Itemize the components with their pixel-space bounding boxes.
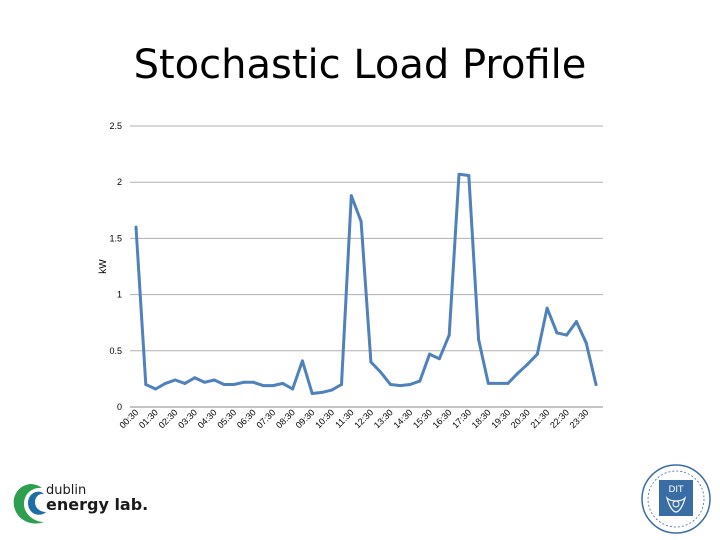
- data-point: [154, 387, 158, 391]
- series-line: [134, 172, 598, 395]
- data-point: [545, 306, 549, 310]
- x-tick-label: 15:30: [411, 407, 434, 430]
- x-tick-label: 02:30: [157, 407, 180, 430]
- x-tick-label: 23:30: [568, 407, 591, 430]
- data-point: [222, 383, 226, 387]
- x-tick-label: 04:30: [196, 407, 219, 430]
- series-points: [134, 172, 598, 396]
- data-point: [291, 387, 295, 391]
- data-point: [340, 383, 344, 387]
- data-point: [349, 194, 353, 198]
- x-tick-label: 06:30: [235, 407, 258, 430]
- data-point: [574, 320, 578, 324]
- data-point: [203, 380, 207, 384]
- x-tick-label: 20:30: [509, 407, 532, 430]
- data-point: [369, 360, 373, 364]
- data-point: [408, 383, 412, 387]
- y-tick-label: 2.5: [109, 121, 122, 131]
- x-tick-label: 17:30: [450, 407, 473, 430]
- x-tick-label: 18:30: [470, 407, 493, 430]
- x-tick-label: 08:30: [274, 407, 297, 430]
- logo-line-2: energy lab.: [46, 495, 149, 514]
- y-tick-label: 2: [117, 177, 122, 187]
- chart-gridlines: [130, 125, 603, 408]
- x-tick-label: 09:30: [294, 407, 317, 430]
- data-point: [525, 362, 529, 366]
- x-tick-label: 12:30: [352, 407, 375, 430]
- x-tick-label: 10:30: [313, 407, 336, 430]
- data-point: [516, 371, 520, 375]
- x-tick-label: 01:30: [137, 407, 160, 430]
- data-point: [330, 388, 334, 392]
- dit-seal-logo: DIT: [641, 464, 711, 534]
- data-point: [212, 378, 216, 382]
- x-tick-labels: 00:3001:3002:3003:3004:3005:3006:3007:30…: [117, 407, 590, 430]
- data-point: [496, 381, 500, 385]
- data-point: [232, 383, 236, 387]
- x-tick-label: 05:30: [215, 407, 238, 430]
- data-point: [447, 333, 451, 337]
- x-tick-label: 14:30: [391, 407, 414, 430]
- y-tick-label: 1.5: [109, 233, 122, 243]
- data-point: [437, 357, 441, 361]
- data-point: [398, 384, 402, 388]
- y-axis-title: kW: [98, 259, 109, 274]
- data-point: [555, 331, 559, 335]
- data-point: [486, 381, 490, 385]
- data-point: [173, 378, 177, 382]
- dublin-energy-lab-logo: [13, 484, 46, 524]
- data-point: [251, 380, 255, 384]
- data-point: [388, 383, 392, 387]
- data-point: [300, 359, 304, 363]
- data-point: [144, 383, 148, 387]
- data-point: [467, 173, 471, 177]
- x-tick-label: 19:30: [489, 407, 512, 430]
- data-point: [594, 383, 598, 387]
- data-point: [379, 370, 383, 374]
- data-point: [281, 381, 285, 385]
- data-point: [163, 381, 167, 385]
- x-tick-label: 13:30: [372, 407, 395, 430]
- x-tick-label: 03:30: [176, 407, 199, 430]
- logo-line-1: dublin: [46, 483, 87, 498]
- x-tick-label: 22:30: [548, 407, 571, 430]
- data-point: [565, 333, 569, 337]
- slide-title: Stochastic Load Profile: [133, 42, 587, 88]
- data-point: [359, 220, 363, 224]
- data-point: [193, 376, 197, 380]
- data-point: [418, 379, 422, 383]
- y-tick-label: 0.5: [109, 346, 122, 356]
- data-point: [457, 172, 461, 176]
- data-point: [428, 352, 432, 356]
- y-tick-labels: 0 0.5 1 1.5 2 2.5: [109, 121, 122, 412]
- data-point: [535, 352, 539, 356]
- data-point: [320, 390, 324, 394]
- data-point: [134, 225, 138, 229]
- data-point: [477, 338, 481, 342]
- data-point: [310, 392, 314, 396]
- data-point: [584, 341, 588, 345]
- data-point: [183, 381, 187, 385]
- data-point: [261, 384, 265, 388]
- data-point: [271, 384, 275, 388]
- x-tick-label: 21:30: [528, 407, 551, 430]
- data-point: [506, 381, 510, 385]
- seal-text: DIT: [668, 485, 684, 495]
- logo-text: dublin energy lab.: [46, 483, 149, 514]
- y-tick-label: 1: [117, 290, 122, 300]
- y-tick-label: 0: [117, 402, 122, 412]
- x-tick-label: 07:30: [254, 407, 277, 430]
- x-tick-label: 16:30: [431, 407, 454, 430]
- data-point: [242, 380, 246, 384]
- x-tick-label: 11:30: [333, 407, 356, 430]
